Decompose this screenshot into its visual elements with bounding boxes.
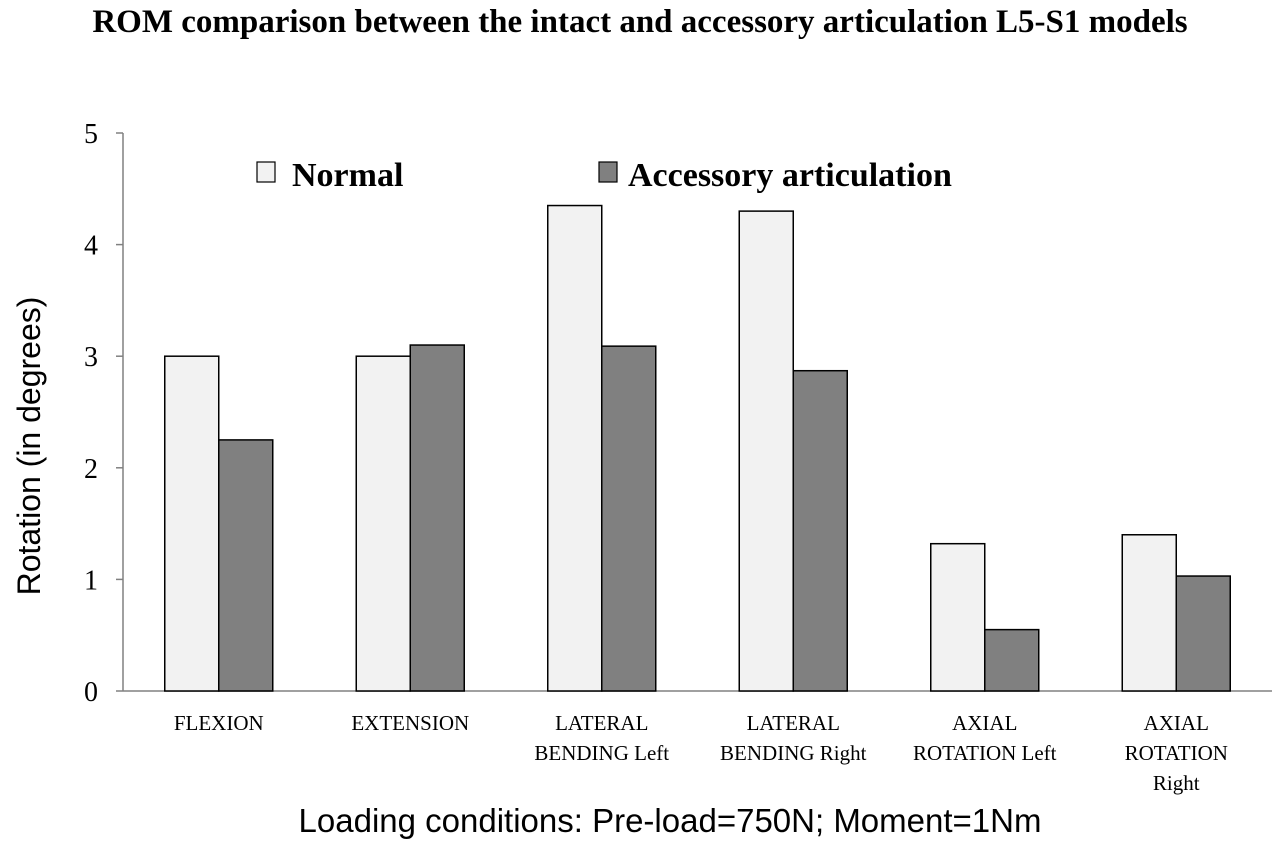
bar-normal-0 xyxy=(164,355,220,692)
bar-accessory-1 xyxy=(409,344,465,692)
bar-normal-4 xyxy=(930,542,986,692)
y-tick-label: 3 xyxy=(84,342,98,373)
legend: Normal Accessory articulation xyxy=(256,157,952,194)
x-category-label: BENDING Left xyxy=(534,741,669,765)
bar-accessory-2 xyxy=(601,345,657,692)
bar-normal-5 xyxy=(1121,534,1177,692)
x-category-label: EXTENSION xyxy=(351,711,469,735)
y-tick-label: 1 xyxy=(84,565,98,596)
x-category-label: ROTATION xyxy=(1125,741,1228,765)
legend-swatch xyxy=(256,161,276,183)
y-tick-labels: 0 1 2 3 4 5 xyxy=(84,119,98,708)
y-tick-label: 0 xyxy=(84,677,98,708)
y-tick-label: 4 xyxy=(84,231,98,262)
bar-accessory-3 xyxy=(792,369,848,692)
x-category-label: AXIAL xyxy=(1144,711,1209,735)
x-category-label: LATERAL xyxy=(747,711,840,735)
x-category-label: LATERAL xyxy=(555,711,648,735)
axes xyxy=(116,132,1272,692)
bar-accessory-4 xyxy=(984,628,1040,692)
x-category-label: ROTATION Left xyxy=(913,741,1057,765)
bar-normal-2 xyxy=(547,204,603,692)
y-tick-label: 5 xyxy=(84,119,98,150)
chart-title: ROM comparison between the intact and ac… xyxy=(92,4,1188,40)
bar-normal-1 xyxy=(355,355,411,692)
x-category-label: AXIAL xyxy=(952,711,1017,735)
bars xyxy=(164,204,1231,692)
y-axis-label: Rotation (in degrees) xyxy=(11,297,47,596)
y-tick-label: 2 xyxy=(84,454,98,485)
x-category-labels: FLEXION EXTENSION LATERAL BENDING Left LATER… xyxy=(174,711,1228,795)
legend-label: Normal xyxy=(292,157,403,194)
x-category-label: Right xyxy=(1153,771,1200,795)
x-category-label: FLEXION xyxy=(174,711,264,735)
bar-accessory-0 xyxy=(218,439,274,692)
legend-swatch xyxy=(598,161,618,183)
x-category-label: BENDING Right xyxy=(720,741,867,765)
bar-accessory-5 xyxy=(1175,575,1231,692)
legend-label: Accessory articulation xyxy=(628,157,952,194)
x-axis-label: Loading conditions: Pre-load=750N; Momen… xyxy=(299,802,1042,839)
bar-normal-3 xyxy=(738,210,794,692)
